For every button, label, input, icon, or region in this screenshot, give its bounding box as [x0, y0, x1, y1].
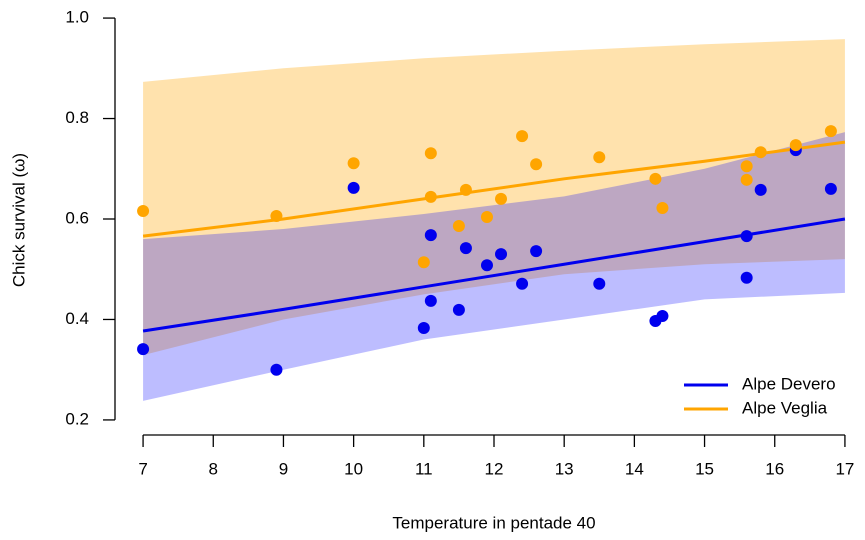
data-point — [530, 245, 543, 258]
fit-line — [142, 140, 846, 238]
data-point — [452, 220, 465, 233]
data-point — [754, 183, 767, 196]
y-tick-label: 0.6 — [65, 208, 89, 227]
data-point — [495, 192, 508, 205]
data-point — [516, 277, 529, 290]
x-tick-label: 17 — [835, 459, 854, 478]
data-point — [459, 242, 472, 255]
x-tick-label: 15 — [695, 459, 714, 478]
data-point — [824, 182, 837, 195]
x-axis-label: Temperature in pentade 40 — [392, 513, 595, 532]
x-tick-label: 10 — [344, 459, 363, 478]
data-point — [459, 183, 472, 196]
data-point — [480, 210, 493, 223]
data-point — [656, 309, 669, 322]
data-point — [789, 139, 802, 152]
data-point — [754, 146, 767, 159]
data-point — [270, 209, 283, 222]
confidence-band — [143, 39, 845, 356]
x-tick-label: 9 — [279, 459, 288, 478]
legend-label: Alpe Veglia — [742, 398, 828, 417]
data-point — [417, 322, 430, 335]
y-tick-label: 0.4 — [65, 309, 89, 328]
data-point — [424, 294, 437, 307]
y-tick-label: 0.8 — [65, 108, 89, 127]
data-point — [137, 204, 150, 217]
legend-label: Alpe Devero — [742, 374, 836, 393]
data-point — [137, 343, 150, 356]
x-tick-label: 14 — [625, 459, 644, 478]
data-point — [452, 303, 465, 316]
data-point — [530, 158, 543, 171]
data-point — [593, 151, 606, 164]
x-tick-label: 16 — [765, 459, 784, 478]
y-axis-label: Chick survival (ω) — [9, 153, 28, 287]
data-point — [740, 160, 753, 173]
data-point — [347, 157, 360, 170]
data-point — [516, 130, 529, 143]
data-point — [417, 256, 430, 269]
data-point — [593, 277, 606, 290]
data-point — [740, 173, 753, 186]
data-point — [649, 172, 662, 185]
x-tick-label: 7 — [138, 459, 147, 478]
data-point — [347, 181, 360, 194]
data-point — [656, 201, 669, 214]
y-tick-label: 0.2 — [65, 409, 89, 428]
data-point — [424, 229, 437, 242]
data-point — [824, 125, 837, 138]
x-tick-label: 13 — [555, 459, 574, 478]
x-tick-label: 8 — [209, 459, 218, 478]
data-point — [495, 248, 508, 261]
fit-line — [142, 217, 846, 333]
data-point — [424, 190, 437, 203]
confidence-band — [143, 132, 845, 401]
x-tick-label: 11 — [415, 459, 433, 478]
x-tick-label: 12 — [485, 459, 504, 478]
data-point — [740, 230, 753, 243]
data-point — [480, 259, 493, 272]
data-point — [740, 271, 753, 284]
data-point — [270, 363, 283, 376]
data-point — [424, 147, 437, 160]
y-tick-label: 1.0 — [65, 8, 89, 27]
